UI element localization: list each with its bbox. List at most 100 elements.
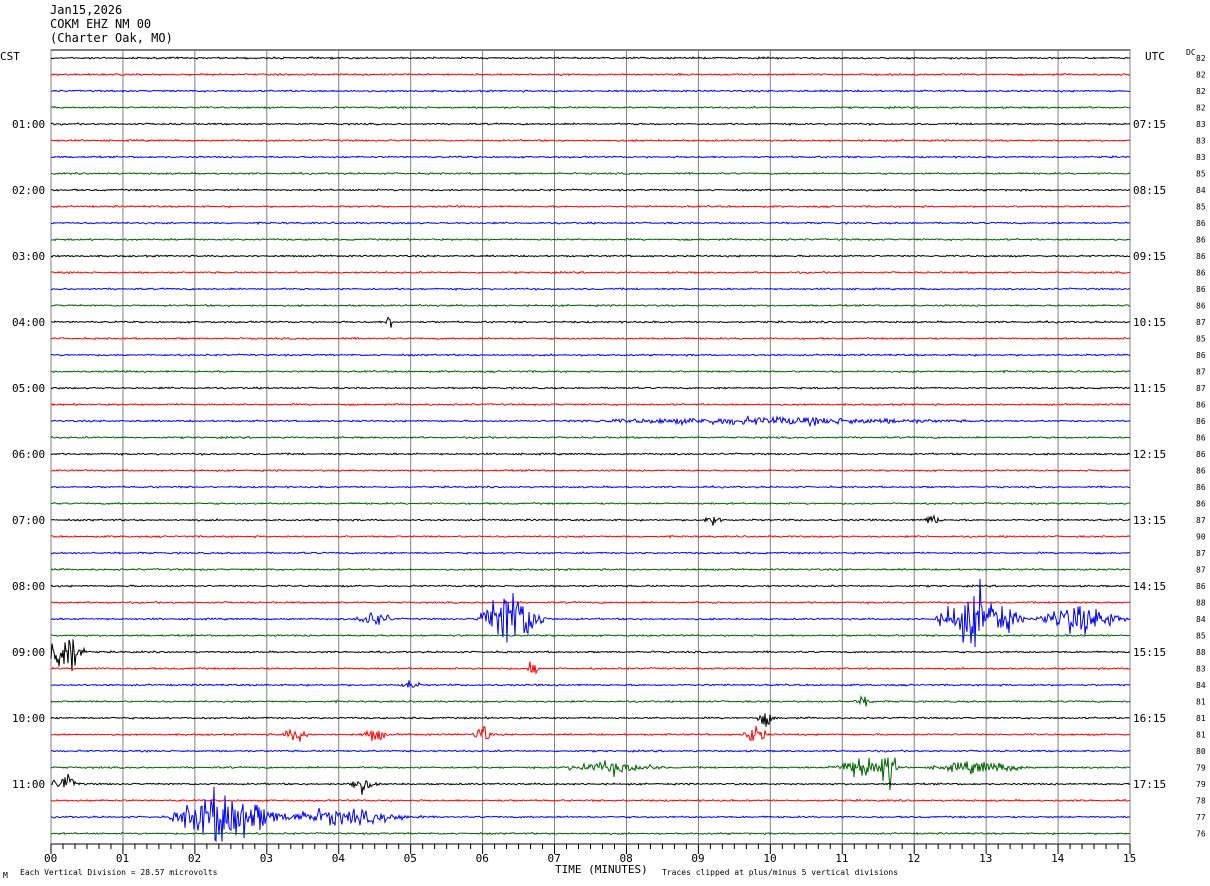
seismic-trace	[50, 353, 1131, 357]
x-tick-label: 05	[404, 852, 417, 865]
dc-offset-label: 81	[1196, 731, 1206, 740]
dc-offset-label: 86	[1196, 450, 1206, 459]
dc-offset-label: 86	[1196, 467, 1206, 476]
seismic-trace	[50, 786, 1131, 843]
record-date: Jan15,2026	[50, 3, 123, 17]
dc-offset-label: 86	[1196, 219, 1206, 228]
dc-offset-label: 86	[1196, 483, 1206, 492]
cst-time-label: 08:00	[12, 580, 45, 593]
station-location: (Charter Oak, MO)	[50, 31, 173, 45]
dc-offset-label: 80	[1196, 747, 1206, 756]
seismic-trace	[50, 639, 1131, 672]
dc-offset-label: 77	[1196, 813, 1206, 822]
utc-axis-label: UTC	[1145, 50, 1165, 63]
seismic-trace	[50, 386, 1131, 390]
vertical-division-note: Each Vertical Division = 28.57 microvolt…	[20, 868, 218, 877]
utc-time-label: 12:15	[1133, 448, 1166, 461]
x-tick-label: 13	[979, 852, 992, 865]
x-tick-label: 04	[332, 852, 346, 865]
seismic-trace	[50, 584, 1131, 588]
x-axis-title: TIME (MINUTES)	[555, 863, 648, 876]
seismic-trace	[50, 773, 1131, 795]
cst-time-label: 10:00	[12, 712, 45, 725]
dc-offset-label: 83	[1196, 665, 1206, 674]
seismic-trace	[50, 749, 1131, 753]
dc-offset-label: 79	[1196, 780, 1206, 789]
seismic-trace	[50, 713, 1131, 727]
dc-offset-label: 81	[1196, 698, 1206, 707]
utc-time-label: 13:15	[1133, 514, 1166, 527]
utc-time-label: 15:15	[1133, 646, 1166, 659]
dc-offset-label: 84	[1196, 186, 1206, 195]
seismic-trace	[50, 551, 1131, 555]
cst-time-label: 03:00	[12, 250, 45, 263]
dc-offset-label: 82	[1196, 87, 1206, 96]
dc-offset-label: 86	[1196, 401, 1206, 410]
dc-offset-label: 88	[1196, 599, 1206, 608]
dc-offset-label: 83	[1196, 137, 1206, 146]
cst-time-label: 06:00	[12, 448, 45, 461]
seismic-trace	[50, 661, 1131, 676]
x-tick-label: 10	[763, 852, 776, 865]
cst-time-label: 09:00	[12, 646, 45, 659]
x-tick-label: 15	[1123, 852, 1136, 865]
seismic-trace	[50, 336, 1131, 341]
x-tick-label: 06	[476, 852, 489, 865]
seismic-trace	[50, 757, 1131, 791]
x-tick-label: 03	[260, 852, 273, 865]
utc-time-label: 17:15	[1133, 778, 1166, 791]
dc-offset-label: 86	[1196, 351, 1206, 360]
cst-time-label: 01:00	[12, 118, 45, 131]
seismic-trace	[50, 567, 1131, 572]
dc-offset-label: 85	[1196, 170, 1206, 179]
x-tick-label: 02	[188, 852, 201, 865]
utc-time-label: 10:15	[1133, 316, 1166, 329]
dc-offset-label: 86	[1196, 302, 1206, 311]
seismic-trace	[50, 514, 1131, 526]
seismic-trace	[50, 694, 1131, 707]
seismic-trace	[50, 138, 1131, 143]
seismic-trace	[50, 303, 1131, 308]
clip-note: Traces clipped at plus/minus 5 vertical …	[662, 868, 898, 877]
x-tick-label: 09	[691, 852, 704, 865]
dc-offset-label: 90	[1196, 533, 1206, 542]
x-tick-label: 07	[548, 852, 561, 865]
dc-offset-label: 86	[1196, 434, 1206, 443]
seismic-trace	[50, 270, 1131, 275]
dc-offset-label: 78	[1196, 797, 1206, 806]
dc-offset-label: 86	[1196, 236, 1206, 245]
seismic-trace	[50, 680, 1131, 689]
x-tick-label: 01	[116, 852, 129, 865]
utc-time-label: 16:15	[1133, 712, 1166, 725]
cst-axis-label: CST	[0, 50, 20, 63]
dc-offset-label: 85	[1196, 335, 1206, 344]
seismic-trace	[50, 798, 1131, 803]
utc-time-label: 09:15	[1133, 250, 1166, 263]
dc-offset-label: 87	[1196, 566, 1206, 575]
utc-time-label: 11:15	[1133, 382, 1166, 395]
corner-mark: M	[3, 871, 8, 880]
seismic-trace	[50, 831, 1131, 836]
dc-offset-label: 86	[1196, 269, 1206, 278]
x-tick-label: 14	[1051, 852, 1065, 865]
dc-offset-label: 82	[1196, 104, 1206, 113]
cst-time-label: 05:00	[12, 382, 45, 395]
dc-header-label: DC	[1186, 48, 1196, 57]
seismic-trace	[50, 287, 1131, 292]
seismic-trace	[51, 316, 1131, 328]
seismic-trace	[50, 534, 1131, 539]
dc-offset-label: 85	[1196, 632, 1206, 641]
seismic-trace	[50, 254, 1131, 258]
dc-offset-label: 86	[1196, 417, 1206, 426]
dc-offset-label: 88	[1196, 648, 1206, 657]
plot-frame	[50, 49, 1131, 845]
station-code: COKM EHZ NM 00	[50, 17, 152, 31]
seismic-trace	[50, 237, 1131, 242]
dc-offset-label: 87	[1196, 549, 1206, 558]
seismic-trace	[50, 89, 1131, 93]
utc-time-label: 07:15	[1133, 118, 1166, 131]
cst-time-label: 07:00	[12, 514, 45, 527]
dc-offset-label: 76	[1196, 830, 1206, 839]
seismic-trace	[50, 369, 1131, 374]
